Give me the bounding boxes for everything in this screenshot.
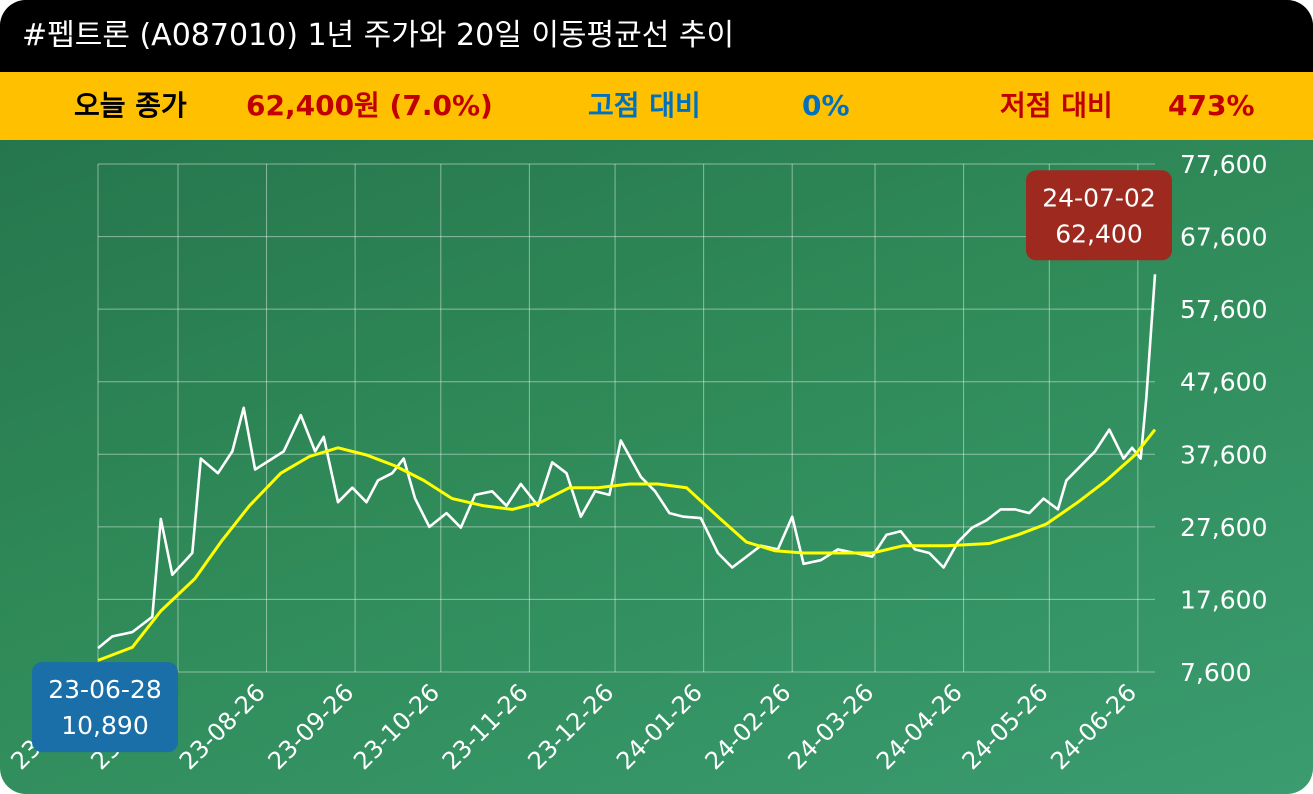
y-tick-label: 57,600	[1180, 295, 1267, 324]
x-tick-label: 23-11-26	[437, 678, 534, 775]
low-compare-label: 저점 대비	[1000, 89, 1113, 122]
y-tick-label: 37,600	[1180, 440, 1267, 469]
price-chart: 77,600 67,600 57,600 47,600 37,600 27,600 17,6…	[5, 150, 1267, 775]
x-tick-label: 23-08-26	[174, 678, 271, 775]
price-line	[97, 274, 1157, 650]
low-compare-value: 473%	[1168, 89, 1255, 122]
close-value: 62,400원 (7.0%)	[246, 89, 493, 122]
first-callout-date: 23-06-28	[48, 675, 161, 704]
first-callout-value: 10,890	[61, 711, 148, 740]
last-point-callout: 24-07-02 62,400	[1026, 170, 1172, 261]
high-compare-value: 0%	[802, 89, 850, 122]
last-callout-value: 62,400	[1055, 219, 1142, 248]
y-tick-label: 77,600	[1180, 150, 1267, 179]
y-tick-label: 67,600	[1180, 223, 1267, 252]
ma20-line	[97, 428, 1157, 662]
y-tick-label: 7,600	[1180, 658, 1252, 687]
summary-bar: 오늘 종가 62,400원 (7.0%) 고점 대비 0% 저점 대비 473%	[0, 72, 1313, 140]
y-tick-label: 27,600	[1180, 513, 1267, 542]
close-label: 오늘 종가	[74, 89, 187, 122]
x-tick-label: 24-03-26	[782, 678, 879, 775]
first-point-callout: 23-06-28 10,890	[32, 662, 178, 753]
chart-grid	[97, 163, 1155, 673]
x-tick-label: 24-01-26	[611, 678, 708, 775]
chart-title: #펩트론 (A087010) 1년 주가와 20일 이동평균선 추이	[0, 0, 1313, 72]
y-tick-label: 47,600	[1180, 368, 1267, 397]
last-callout-box	[1026, 170, 1172, 261]
y-tick-label: 17,600	[1180, 585, 1267, 614]
x-tick-label: 23-09-26	[263, 678, 360, 775]
x-tick-label: 24-05-26	[957, 678, 1054, 775]
y-axis-ticks: 77,600 67,600 57,600 47,600 37,600 27,600 17,6…	[1180, 150, 1267, 687]
x-tick-label: 23-10-26	[348, 678, 445, 775]
x-tick-label: 24-02-26	[700, 678, 797, 775]
x-tick-label: 23-12-26	[522, 678, 619, 775]
x-tick-label: 24-04-26	[871, 678, 968, 775]
first-callout-box	[32, 662, 178, 753]
x-tick-label: 24-06-26	[1045, 678, 1142, 775]
last-callout-date: 24-07-02	[1042, 183, 1155, 212]
high-compare-label: 고점 대비	[588, 89, 701, 122]
